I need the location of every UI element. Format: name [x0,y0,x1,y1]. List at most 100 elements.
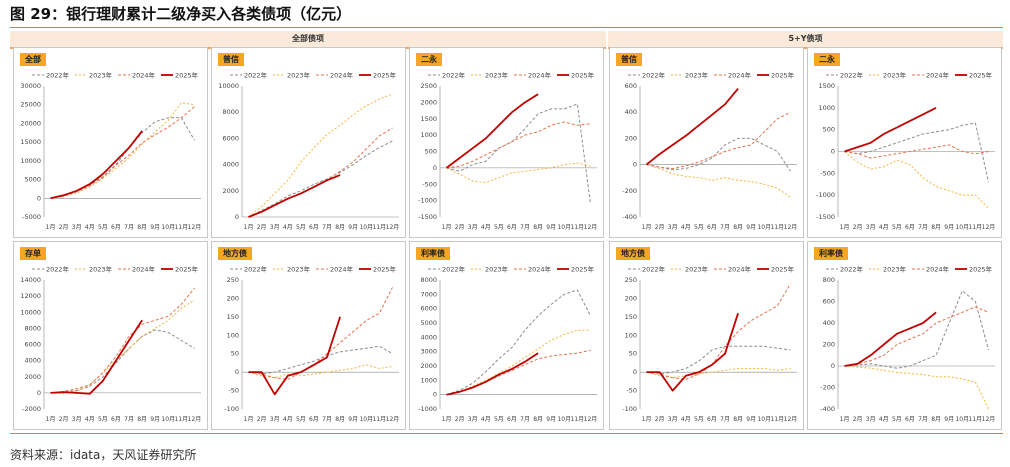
xtick-label-10: 10月 [955,416,969,423]
xtick-label-9: 9月 [150,416,160,423]
xtick-label-1: 1月 [442,416,452,423]
ytick-label-7: 1500 [420,115,437,123]
xtick-label-4: 4月 [85,224,95,231]
xtick-label-3: 3月 [668,224,678,231]
xtick-label-3: 3月 [866,416,876,423]
ytick-label-6: 150 [625,313,637,321]
ytick-label-8: 250 [625,276,637,284]
ytick-label-1: -5000 [22,213,41,221]
chart-2-svg: 2022年 2023年 2024年 2025年 0 2000 4000 6000 8000 100… [218,71,399,232]
ytick-label-3: 2000 [24,373,41,381]
xtick-label-1: 1月 [840,224,850,231]
xtick-label-11: 11月 [771,224,785,231]
ytick-label-7: 25000 [20,101,41,109]
source-note: 资料来源：idata，天风证券研究所 [10,448,197,462]
series-line-2024年 [446,349,591,396]
xtick-label-1: 1月 [46,416,56,423]
xtick-label-5: 5月 [892,224,902,231]
xtick-label-12: 12月 [584,224,598,231]
ytick-label-6: 150 [227,313,239,321]
ytick-label-8: 12000 [20,292,41,300]
series-line-2023年 [844,151,989,209]
chart-4-tag: 普信 [616,53,642,66]
chart-8-tag: 利率债 [416,247,450,260]
ytick-label-5: 400 [823,319,835,327]
ytick-label-3: 5000 [24,176,41,184]
ytick-label-6: 600 [625,82,637,90]
ytick-label-1: -2000 [22,405,41,413]
xtick-label-1: 1月 [244,416,254,423]
legend-label-2: 2023年 [89,71,113,80]
ytick-label-5: 100 [227,331,239,339]
ytick-label-6: 1000 [818,104,835,112]
xtick-label-1: 1月 [46,224,56,231]
xtick-label-2: 2月 [59,416,69,423]
ytick-label-9: 7000 [420,290,437,298]
legend-label-1: 2022年 [442,71,466,80]
xtick-label-5: 5月 [494,224,504,231]
xtick-label-9: 9月 [746,224,756,231]
xtick-label-12: 12月 [386,416,400,423]
ytick-label-2: 0 [433,391,437,399]
chart-7-tag: 地方债 [218,247,252,260]
xtick-label-8: 8月 [931,416,941,423]
legend-label-3: 2024年 [330,71,354,80]
series-line-2025年 [645,88,739,166]
chart-10-tag: 利率债 [814,247,848,260]
legend-label-3: 2024年 [132,71,156,80]
legend-label-2: 2023年 [287,71,311,80]
ytick-label-7: 5000 [420,319,437,327]
ytick-label-3: 1000 [420,376,437,384]
ytick-label-7: 1500 [818,82,835,90]
series-line-2025年 [50,130,143,200]
xtick-label-2: 2月 [257,224,267,231]
chart-5-tag: 二永 [814,53,840,66]
legend-label-1: 2022年 [46,265,70,274]
xtick-label-6: 6月 [507,416,517,423]
ytick-label-1: -1500 [816,213,835,221]
legend-label-1: 2022年 [244,265,268,274]
ytick-label-4: 200 [823,341,835,349]
series-line-2023年 [844,365,989,410]
xtick-label-2: 2月 [455,224,465,231]
xtick-label-7: 7月 [124,416,134,423]
series-line-2023年 [646,368,791,379]
title-rule [10,27,1003,28]
legend-label-4: 2025年 [969,71,993,80]
xtick-label-10: 10月 [161,224,175,231]
xtick-label-5: 5月 [98,224,108,231]
chart-10-svg: 2022年 2023年 2024年 2025年 -400 -200 0 200 400 600 80… [820,265,995,424]
xtick-label-9: 9月 [746,416,756,423]
ytick-label-5: 6000 [24,341,41,349]
group-header-5y: 5+Y债项 [608,31,1003,49]
bottom-rule [10,433,1003,434]
chart-panel-7: 2022年 2023年 2024年 2025年 -100 -50 0 50 100 150 200 2… [211,241,406,430]
series-line-2023年 [446,162,591,184]
series-line-2025年 [248,174,341,218]
xtick-label-5: 5月 [494,416,504,423]
xtick-label-10: 10月 [359,224,373,231]
ytick-label-5: 100 [625,331,637,339]
series-line-2023年 [50,102,195,199]
xtick-label-2: 2月 [257,416,267,423]
series-line-2024年 [446,121,591,169]
xtick-label-12: 12月 [784,224,798,231]
legend-label-1: 2022年 [840,71,864,80]
series-line-2024年 [646,111,791,169]
xtick-label-3: 3月 [72,416,82,423]
ytick-label-1: 0 [235,213,239,221]
xtick-label-1: 1月 [642,416,652,423]
xtick-label-5: 5月 [694,416,704,423]
legend-label-2: 2023年 [685,265,709,274]
xtick-label-2: 2月 [655,224,665,231]
chart-5-svg: 2022年 2023年 2024年 2025年 -1500 -1000 -500 0 500 10… [816,71,995,232]
series-line-2025年 [844,311,937,367]
xtick-label-7: 7月 [520,224,530,231]
xtick-label-1: 1月 [442,224,452,231]
series-line-2025年 [248,316,341,396]
xtick-label-6: 6月 [309,416,319,423]
xtick-label-9: 9月 [348,224,358,231]
xtick-label-2: 2月 [59,224,69,231]
series-line-2022年 [844,290,989,369]
ytick-label-8: 2000 [420,98,437,106]
